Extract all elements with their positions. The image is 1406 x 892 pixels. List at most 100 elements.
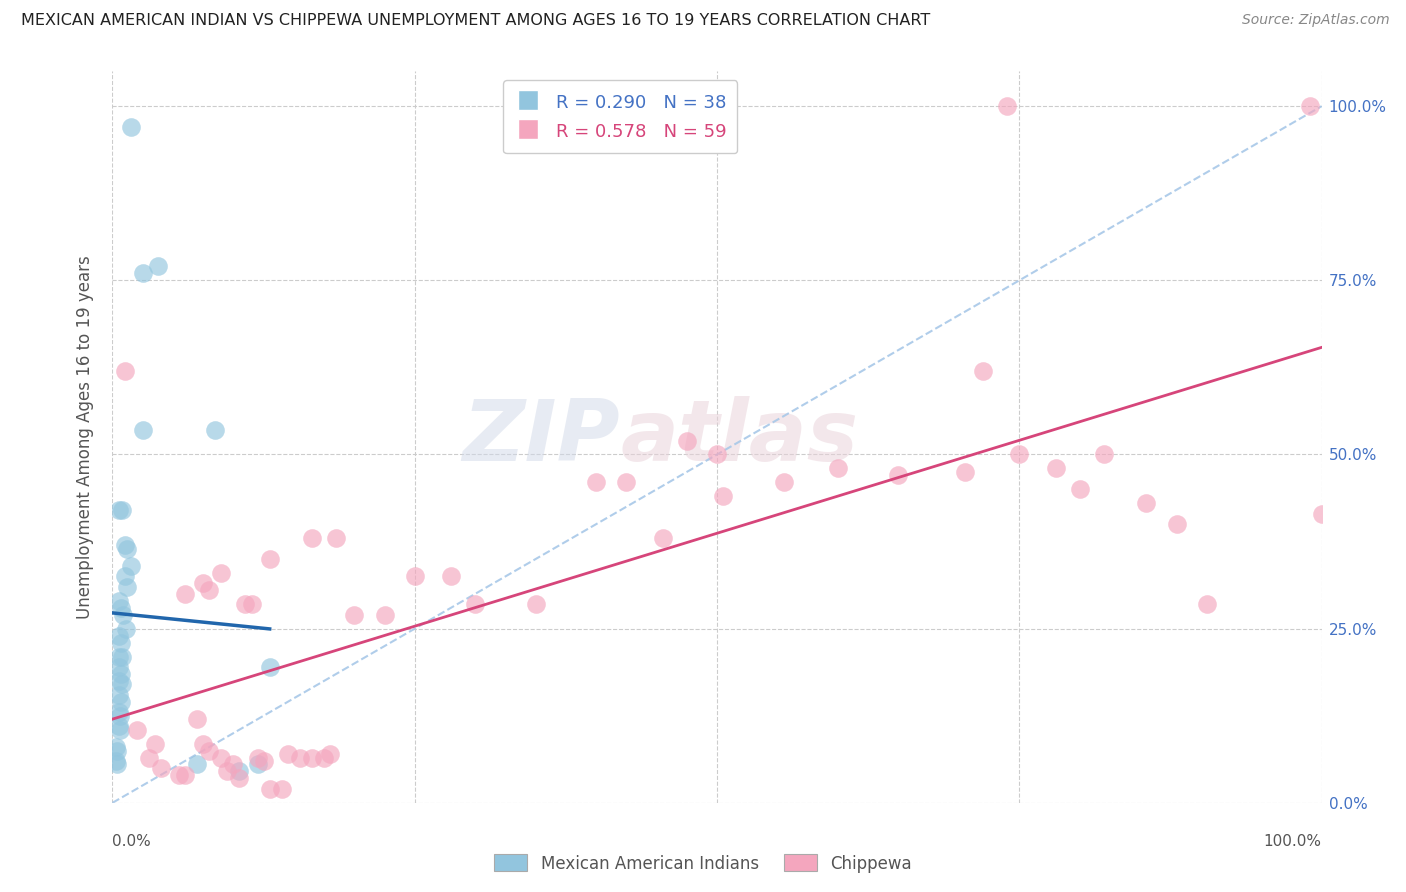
Point xyxy=(107,719,129,733)
Point xyxy=(108,723,131,737)
Point xyxy=(115,580,138,594)
Point xyxy=(125,723,148,737)
Point xyxy=(107,594,129,608)
Point xyxy=(132,423,155,437)
Point xyxy=(259,781,281,796)
Point xyxy=(105,754,128,768)
Point xyxy=(114,538,136,552)
Point xyxy=(524,597,547,611)
Point xyxy=(253,754,276,768)
Point xyxy=(107,503,129,517)
Point xyxy=(325,531,347,545)
Point xyxy=(107,629,129,643)
Point xyxy=(148,260,170,274)
Point xyxy=(440,569,463,583)
Point xyxy=(464,597,486,611)
Point xyxy=(343,607,366,622)
Point xyxy=(995,99,1018,113)
Point xyxy=(110,600,132,615)
Point xyxy=(706,448,728,462)
Point xyxy=(288,750,311,764)
Y-axis label: Unemployment Among Ages 16 to 19 years: Unemployment Among Ages 16 to 19 years xyxy=(76,255,94,619)
Point xyxy=(887,468,910,483)
Point xyxy=(209,750,232,764)
Point xyxy=(110,635,132,649)
Point xyxy=(675,434,697,448)
Point xyxy=(651,531,673,545)
Point xyxy=(301,531,323,545)
Point xyxy=(404,569,426,583)
Point xyxy=(1298,99,1320,113)
Point xyxy=(312,750,335,764)
Point xyxy=(209,566,232,580)
Text: ZIP: ZIP xyxy=(463,395,620,479)
Point xyxy=(1310,507,1333,521)
Point xyxy=(972,364,994,378)
Point xyxy=(1045,461,1067,475)
Point xyxy=(114,622,136,636)
Point xyxy=(105,743,128,757)
Point xyxy=(1008,448,1031,462)
Text: MEXICAN AMERICAN INDIAN VS CHIPPEWA UNEMPLOYMENT AMONG AGES 16 TO 19 YEARS CORRE: MEXICAN AMERICAN INDIAN VS CHIPPEWA UNEM… xyxy=(21,13,931,29)
Text: 100.0%: 100.0% xyxy=(1264,834,1322,849)
Point xyxy=(1195,597,1218,611)
Point xyxy=(112,607,135,622)
Point xyxy=(138,750,160,764)
Point xyxy=(111,503,134,517)
Point xyxy=(110,695,132,709)
Point xyxy=(1069,483,1091,497)
Point xyxy=(277,747,299,761)
Point xyxy=(114,569,136,583)
Point xyxy=(319,747,342,761)
Point xyxy=(198,743,221,757)
Point xyxy=(246,757,269,772)
Point xyxy=(120,120,142,134)
Point xyxy=(110,667,132,681)
Point xyxy=(107,705,129,719)
Point xyxy=(186,712,208,726)
Point xyxy=(132,266,155,280)
Point xyxy=(772,475,794,490)
Point xyxy=(259,660,281,674)
Point xyxy=(191,737,214,751)
Point xyxy=(235,597,257,611)
Point xyxy=(115,541,138,556)
Point xyxy=(111,677,134,691)
Point xyxy=(107,649,129,664)
Point xyxy=(107,660,129,674)
Legend: Mexican American Indians, Chippewa: Mexican American Indians, Chippewa xyxy=(488,847,918,880)
Point xyxy=(120,558,142,573)
Point xyxy=(149,761,172,775)
Text: Source: ZipAtlas.com: Source: ZipAtlas.com xyxy=(1241,13,1389,28)
Point xyxy=(246,750,269,764)
Legend: R = 0.290   N = 38, R = 0.578   N = 59: R = 0.290 N = 38, R = 0.578 N = 59 xyxy=(503,80,737,153)
Point xyxy=(114,364,136,378)
Point xyxy=(217,764,239,779)
Point xyxy=(240,597,263,611)
Point xyxy=(111,649,134,664)
Point xyxy=(585,475,607,490)
Text: atlas: atlas xyxy=(620,395,859,479)
Point xyxy=(1135,496,1157,510)
Point xyxy=(186,757,208,772)
Point xyxy=(191,576,214,591)
Point xyxy=(107,673,129,688)
Point xyxy=(222,757,245,772)
Point xyxy=(105,757,128,772)
Point xyxy=(228,764,250,779)
Point xyxy=(107,688,129,702)
Point xyxy=(198,583,221,598)
Point xyxy=(953,465,976,479)
Point xyxy=(108,708,131,723)
Point xyxy=(301,750,323,764)
Point xyxy=(228,772,250,786)
Point xyxy=(174,768,197,782)
Point xyxy=(1166,517,1188,532)
Point xyxy=(204,423,226,437)
Point xyxy=(105,740,128,755)
Point xyxy=(143,737,166,751)
Text: 0.0%: 0.0% xyxy=(112,834,152,849)
Point xyxy=(711,489,734,503)
Point xyxy=(174,587,197,601)
Point xyxy=(374,607,396,622)
